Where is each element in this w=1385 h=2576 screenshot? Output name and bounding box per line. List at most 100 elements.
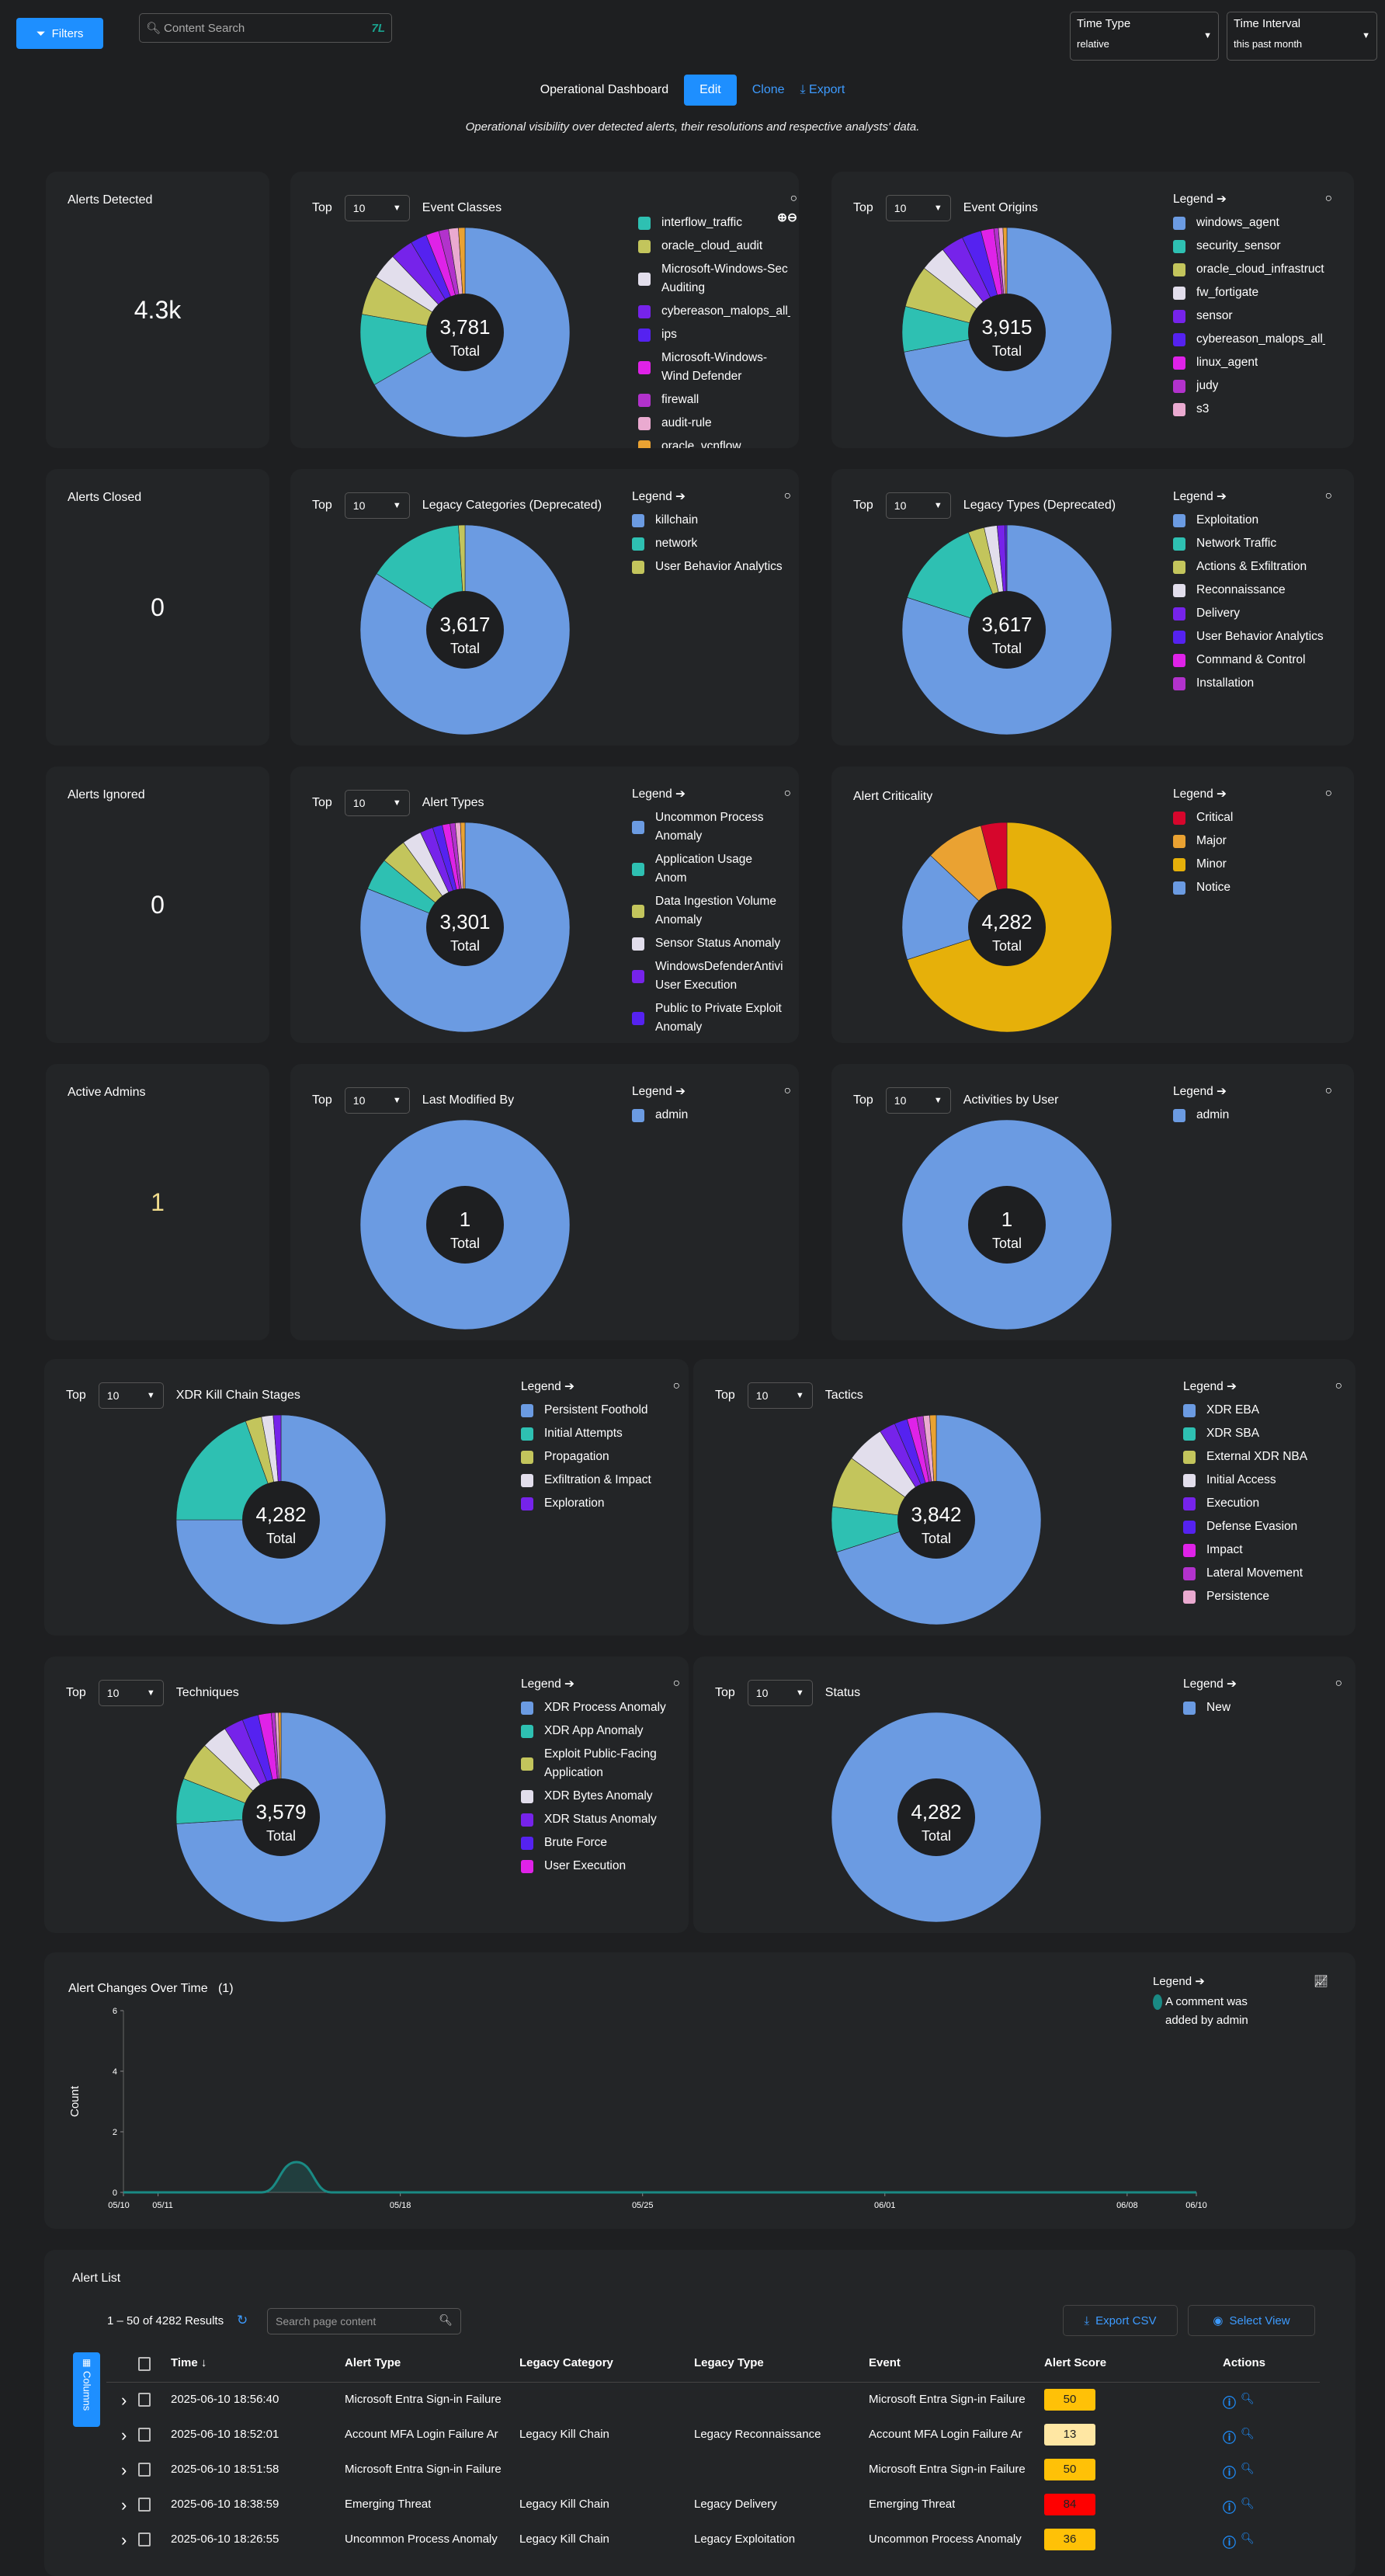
info-icon[interactable]: ⓘ xyxy=(1223,2396,1236,2411)
column-header-actions[interactable]: Actions xyxy=(1223,2356,1266,2369)
columns-tab[interactable]: ▦ Columns xyxy=(73,2352,100,2427)
legend-item[interactable]: Brute Force xyxy=(521,1834,673,1852)
legend-item[interactable]: admin xyxy=(632,1106,784,1125)
legend-toggle[interactable]: Legend ➔ xyxy=(632,787,686,801)
select-view-button[interactable]: ◉ Select View xyxy=(1188,2305,1315,2336)
reset-circle-icon[interactable]: ○ xyxy=(1324,1084,1332,1097)
row-checkbox[interactable] xyxy=(138,2533,151,2546)
legend-toggle[interactable]: Legend ➔ xyxy=(1183,1379,1237,1393)
reset-circle-icon[interactable]: ○ xyxy=(1335,1379,1342,1392)
search-page-input[interactable]: Search page content 🔍︎ xyxy=(267,2308,461,2334)
query-language-icon[interactable]: 7L xyxy=(371,21,385,35)
column-header-event[interactable]: Event xyxy=(869,2356,901,2369)
legend-item[interactable]: Impact xyxy=(1183,1541,1335,1559)
legend-item[interactable]: Application Usage Anom xyxy=(632,850,784,888)
legend-toggle[interactable]: Legend ➔ xyxy=(1153,1975,1205,1988)
legend-item[interactable]: User Behavior Analytics xyxy=(1173,627,1325,646)
top-n-select[interactable]: 10 ▼ xyxy=(344,1087,410,1114)
column-header-legacy-type[interactable]: Legacy Type xyxy=(694,2356,764,2369)
magnify-icon[interactable]: 🔍︎ xyxy=(1241,2462,1255,2474)
legend-item[interactable]: User Behavior Analytics xyxy=(632,558,784,576)
legend-item[interactable]: Data Ingestion Volume Anomaly xyxy=(632,892,784,930)
top-n-select[interactable]: 10 ▼ xyxy=(747,1382,813,1409)
reset-circle-icon[interactable]: ○ xyxy=(1324,192,1332,205)
expand-chevron-icon[interactable]: › xyxy=(121,2530,127,2550)
legend-item[interactable]: firewall xyxy=(638,391,790,409)
reset-circle-icon[interactable]: ○ xyxy=(783,787,791,800)
magnify-icon[interactable]: 🔍︎ xyxy=(1241,2532,1255,2544)
legend-item[interactable]: Minor xyxy=(1173,855,1325,874)
legend-item[interactable]: audit-rule xyxy=(638,414,790,433)
legend-item[interactable]: XDR Bytes Anomaly xyxy=(521,1787,673,1806)
legend-toggle[interactable]: Legend ➔ xyxy=(1173,1084,1227,1098)
legend-item[interactable]: Installation xyxy=(1173,674,1325,693)
top-n-select[interactable]: 10 ▼ xyxy=(747,1680,813,1706)
legend-item[interactable]: WindowsDefenderAntivi User Execution xyxy=(632,958,784,995)
reset-circle-icon[interactable]: ○ xyxy=(672,1677,680,1690)
legend-item[interactable]: Major xyxy=(1173,832,1325,850)
legend-item[interactable]: linux_agent xyxy=(1173,353,1325,372)
legend-item[interactable]: admin xyxy=(1173,1106,1325,1125)
export-csv-button[interactable]: ⤓ Export CSV xyxy=(1063,2305,1178,2336)
row-checkbox[interactable] xyxy=(138,2428,151,2442)
info-icon[interactable]: ⓘ xyxy=(1223,2501,1236,2515)
top-n-select[interactable]: 10 ▼ xyxy=(344,195,410,221)
top-n-select[interactable]: 10 ▼ xyxy=(885,195,951,221)
legend-toggle[interactable]: Legend ➔ xyxy=(521,1379,575,1393)
magnify-icon[interactable]: 🔍︎ xyxy=(1241,2497,1255,2509)
legend-item[interactable]: Execution xyxy=(1183,1494,1335,1513)
legend-item[interactable]: Exploitation xyxy=(1173,511,1325,530)
column-header-time[interactable]: Time ↓ xyxy=(171,2356,207,2369)
legend-item[interactable]: killchain xyxy=(632,511,784,530)
legend-item[interactable]: Network Traffic xyxy=(1173,534,1325,553)
legend-item[interactable]: cybereason_malops_all_ xyxy=(638,302,790,321)
column-header-legacy-category[interactable]: Legacy Category xyxy=(519,2356,613,2369)
legend-toggle[interactable]: Legend ➔ xyxy=(1173,192,1227,206)
legend-item[interactable]: Microsoft-Windows-Wind Defender xyxy=(638,349,790,386)
legend-item[interactable]: ips xyxy=(638,325,790,344)
reset-circle-icon[interactable]: ○ xyxy=(1324,489,1332,502)
top-n-select[interactable]: 10 ▼ xyxy=(885,492,951,519)
legend-item[interactable]: Command & Control xyxy=(1173,651,1325,669)
legend-item[interactable]: XDR Process Anomaly xyxy=(521,1698,673,1717)
legend-item[interactable]: Critical xyxy=(1173,808,1325,827)
info-icon[interactable]: ⓘ xyxy=(1223,2536,1236,2550)
legend-item[interactable]: Uncommon Process Anomaly xyxy=(632,808,784,846)
legend-item[interactable]: oracle_cloud_infrastruct xyxy=(1173,260,1325,279)
legend-item[interactable]: Delivery xyxy=(1173,604,1325,623)
legend-item[interactable]: User Execution xyxy=(521,1857,673,1876)
magnify-icon[interactable]: 🔍︎ xyxy=(1241,2427,1255,2439)
reset-circle-icon[interactable]: ○ xyxy=(783,489,791,502)
legend-item[interactable]: Exploit Public-Facing Application xyxy=(521,1745,673,1782)
refresh-icon[interactable]: ↻ xyxy=(237,2313,248,2327)
legend-toggle[interactable]: Legend ➔ xyxy=(1173,787,1227,801)
top-n-select[interactable]: 10 ▼ xyxy=(344,492,410,519)
legend-item[interactable]: Exploration xyxy=(521,1494,673,1513)
top-n-select[interactable]: 10 ▼ xyxy=(344,790,410,816)
time-type-select[interactable]: Time Type relative ▼ xyxy=(1070,12,1219,61)
info-icon[interactable]: ⓘ xyxy=(1223,2431,1236,2446)
column-header-alert-type[interactable]: Alert Type xyxy=(345,2356,401,2369)
expand-chevron-icon[interactable]: › xyxy=(121,2390,127,2410)
clone-button[interactable]: Clone xyxy=(752,83,785,96)
legend-item[interactable]: Lateral Movement xyxy=(1183,1564,1335,1583)
info-icon[interactable]: ⓘ xyxy=(1223,2466,1236,2480)
legend-item[interactable]: XDR App Anomaly xyxy=(521,1722,673,1740)
legend-item[interactable]: oracle_cloud_audit xyxy=(638,237,790,256)
legend-item[interactable]: oracle_vcnflow xyxy=(638,437,790,448)
legend-item[interactable]: Defense Evasion xyxy=(1183,1517,1335,1536)
expand-chevron-icon[interactable]: › xyxy=(121,2425,127,2445)
content-search-input[interactable]: 🔍︎ Content Search 7L xyxy=(139,13,392,43)
filters-button[interactable]: ⏷ Filters xyxy=(16,18,103,49)
legend-item[interactable]: A comment was added by admin xyxy=(1153,1993,1269,2030)
legend-item[interactable]: cybereason_malops_all_ xyxy=(1173,330,1325,349)
legend-item[interactable]: sensor xyxy=(1173,307,1325,325)
top-n-select[interactable]: 10 ▼ xyxy=(885,1087,951,1114)
magnify-icon[interactable]: 🔍︎ xyxy=(1241,2392,1255,2404)
legend-item[interactable]: Sensor Status Anomaly xyxy=(632,934,784,953)
export-button[interactable]: ⤓ Export xyxy=(800,83,845,97)
legend-toggle[interactable]: Legend ➔ xyxy=(1183,1677,1237,1691)
legend-item[interactable]: New xyxy=(1183,1698,1335,1717)
row-checkbox[interactable] xyxy=(138,2393,151,2407)
legend-item[interactable]: Persistence xyxy=(1183,1587,1335,1606)
